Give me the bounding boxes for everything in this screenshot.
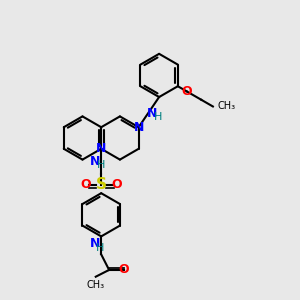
Text: N: N [134, 121, 144, 134]
Text: N: N [89, 155, 100, 168]
Text: O: O [119, 263, 129, 276]
Text: O: O [112, 178, 122, 191]
Text: O: O [80, 178, 91, 191]
Text: CH₃: CH₃ [218, 101, 236, 112]
Text: S: S [96, 177, 107, 192]
Text: N: N [89, 237, 100, 250]
Text: H: H [96, 160, 105, 170]
Text: O: O [182, 85, 192, 98]
Text: N: N [147, 106, 157, 119]
Text: N: N [96, 142, 106, 155]
Text: CH₃: CH₃ [87, 280, 105, 290]
Text: H: H [96, 243, 104, 253]
Text: H: H [154, 112, 163, 122]
